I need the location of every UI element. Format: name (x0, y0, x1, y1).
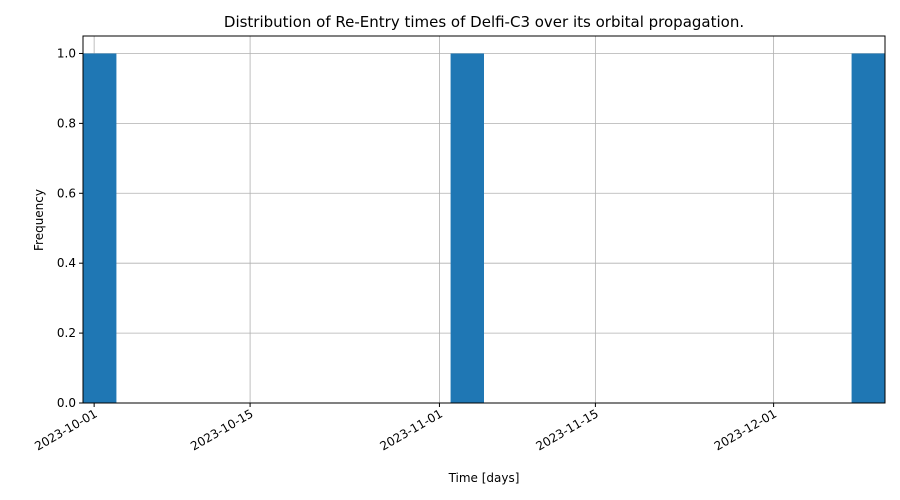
x-axis-label: Time [days] (448, 471, 520, 485)
y-tick-label: 0.4 (57, 256, 76, 270)
chart-title: Distribution of Re-Entry times of Delfi-… (224, 13, 744, 31)
y-tick-label: 0.8 (57, 116, 76, 130)
bars (83, 53, 885, 403)
y-tick-label: 0.0 (57, 396, 76, 410)
plot-frame (82, 35, 886, 404)
y-axis-label: Frequency (32, 189, 46, 251)
histogram-bar-2 (450, 53, 484, 403)
histogram-bar-1 (83, 53, 117, 403)
histogram-bar-3 (851, 53, 885, 403)
y-axis-ticks: 0.0 0.2 0.4 0.6 0.8 1.0 (57, 46, 83, 410)
y-tick-label: 1.0 (57, 46, 76, 60)
y-tick-label: 0.2 (57, 326, 76, 340)
y-tick-label: 0.6 (57, 186, 76, 200)
